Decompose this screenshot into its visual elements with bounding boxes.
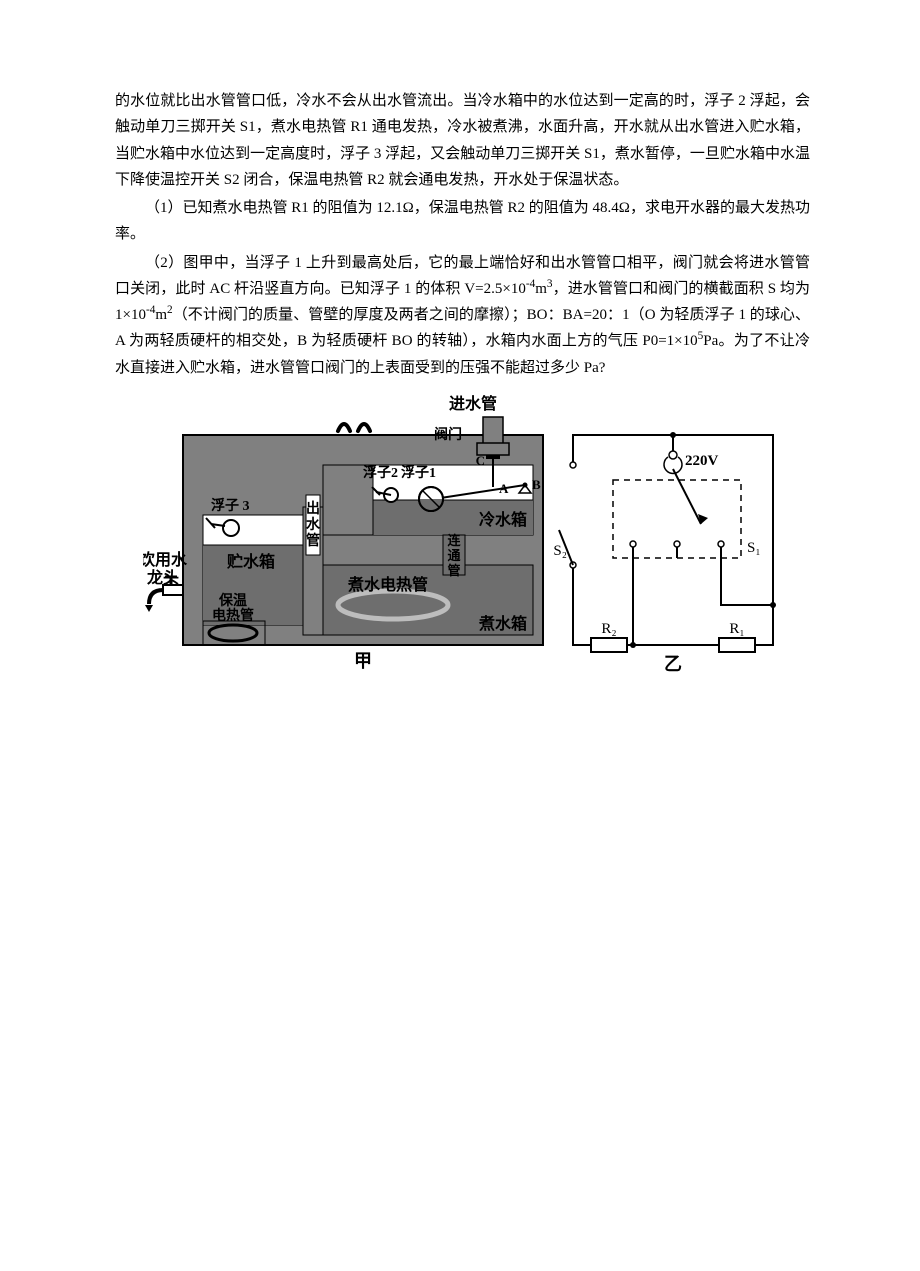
combined-figure: 进水管阀门浮子2浮子1浮子 3出水管冷水箱贮水箱连通管煮水箱煮水电热管保温电热管… — [143, 395, 783, 685]
svg-text:保温: 保温 — [218, 592, 247, 609]
svg-text:水: 水 — [306, 516, 321, 533]
svg-text:饮用水: 饮用水 — [143, 550, 188, 569]
exponent: -4 — [146, 304, 155, 316]
svg-text:R₂: R₂ — [601, 621, 616, 637]
svg-text:B: B — [532, 477, 541, 492]
svg-text:乙: 乙 — [664, 654, 682, 674]
text: （1）已知煮水电热管 R1 的阻值为 12.1Ω，保温电热管 R2 的阻值为 4… — [115, 200, 810, 242]
svg-text:浮子1: 浮子1 — [401, 464, 436, 481]
text: m — [535, 281, 547, 297]
paragraph-intro: 的水位就比出水管管口低，冷水不会从出水管流出。当冷水箱中的水位达到一定高的时，浮… — [115, 88, 810, 193]
document-page: 的水位就比出水管管口低，冷水不会从出水管流出。当冷水箱中的水位达到一定高的时，浮… — [0, 0, 920, 1271]
svg-text:S₁: S₁ — [747, 540, 761, 556]
svg-text:阀门: 阀门 — [434, 426, 462, 443]
svg-text:C: C — [475, 453, 484, 468]
svg-text:管: 管 — [447, 563, 460, 578]
svg-text:冷水箱: 冷水箱 — [478, 510, 526, 529]
svg-text:S₂: S₂ — [553, 543, 567, 559]
question-1: （1）已知煮水电热管 R1 的阻值为 12.1Ω，保温电热管 R2 的阻值为 4… — [115, 195, 810, 248]
svg-text:连: 连 — [447, 533, 461, 548]
exponent: -4 — [526, 278, 535, 290]
svg-text:贮水箱: 贮水箱 — [225, 552, 274, 571]
svg-text:煮水电热管: 煮水电热管 — [346, 575, 427, 594]
figure-container: 进水管阀门浮子2浮子1浮子 3出水管冷水箱贮水箱连通管煮水箱煮水电热管保温电热管… — [115, 395, 810, 685]
svg-text:浮子 3: 浮子 3 — [211, 497, 250, 514]
text: m — [155, 307, 167, 323]
question-2: （2）图甲中，当浮子 1 上升到最高处后，它的最上端恰好和出水管管口相平，阀门就… — [115, 250, 810, 381]
svg-text:管: 管 — [306, 532, 320, 549]
svg-text:煮水箱: 煮水箱 — [477, 614, 526, 633]
svg-text:220V: 220V — [685, 453, 719, 469]
text: 的水位就比出水管管口低，冷水不会从出水管流出。当冷水箱中的水位达到一定高的时，浮… — [115, 93, 810, 188]
svg-text:进水管: 进水管 — [448, 395, 496, 413]
svg-text:龙头: 龙头 — [145, 568, 178, 587]
svg-text:R₁: R₁ — [729, 621, 744, 637]
svg-text:A: A — [499, 481, 509, 496]
svg-text:出: 出 — [306, 500, 320, 517]
svg-text:电热管: 电热管 — [212, 607, 254, 624]
svg-text:通: 通 — [447, 548, 460, 563]
svg-text:浮子2: 浮子2 — [363, 464, 398, 481]
svg-text:甲: 甲 — [354, 651, 372, 671]
